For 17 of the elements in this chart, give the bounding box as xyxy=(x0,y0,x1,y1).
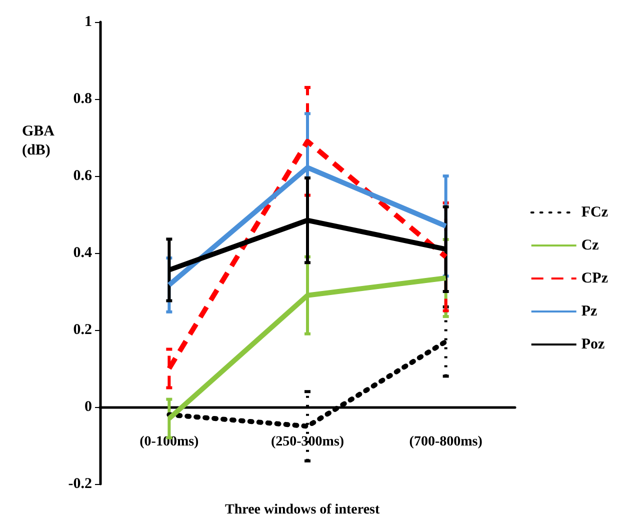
x-tick-label: (700-800ms) xyxy=(409,434,483,450)
x-tick-label: (250-300ms) xyxy=(270,434,344,450)
y-tick-label: 0.6 xyxy=(73,168,92,184)
legend-label: CPz xyxy=(581,270,608,286)
y-tick-label: -0.2 xyxy=(68,476,92,492)
y-tick-label: 0.2 xyxy=(73,322,92,338)
legend-label: FCz xyxy=(581,204,608,220)
legend-label: Poz xyxy=(581,336,606,352)
y-tick-label: 0.4 xyxy=(73,245,92,261)
y-tick-label: 0.8 xyxy=(73,91,92,107)
legend-label: Cz xyxy=(581,238,600,254)
y-tick-label: 1 xyxy=(84,14,92,30)
legend-label: Pz xyxy=(581,304,598,320)
y-tick-label: 0 xyxy=(84,399,92,415)
y-axis-title: GBA (dB) xyxy=(22,124,55,158)
x-axis-title: Three windows of interest xyxy=(225,502,380,518)
x-tick-label: (0-100ms) xyxy=(140,434,200,450)
